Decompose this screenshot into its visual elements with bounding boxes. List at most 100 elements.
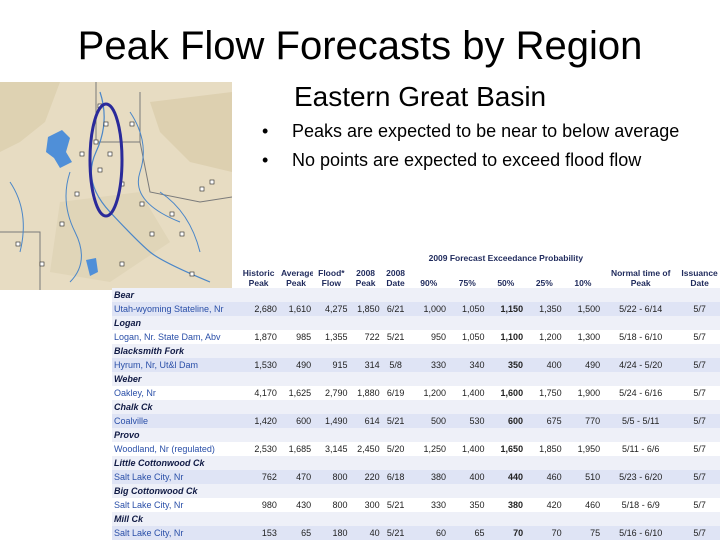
river: [159, 191, 201, 253]
table-cell: 1,850: [539, 444, 562, 454]
table-cell: 6/18: [381, 470, 410, 484]
river: [90, 91, 211, 283]
table-cell: 350: [469, 500, 485, 510]
terrain-shading: [0, 82, 60, 152]
table-row: Hyrum, Nr, Ut&l Dam 1,530 490 915 314 5/8 330 3…: [112, 358, 720, 372]
table-cell: 330: [431, 500, 447, 510]
column-header-row: Historic Peak Average Peak Flood* Flow 2008…: [112, 268, 720, 288]
forecast-point-name: Salt Lake City, Nr: [112, 470, 239, 484]
forecast-point-name: Oakley, Nr: [114, 388, 156, 398]
table-row: Coalville 1,420 600 1,490 614 5/21 500 530 600 67…: [112, 414, 720, 428]
table-cell: 530: [448, 414, 487, 428]
table-cell: 5/22 - 6/14: [602, 302, 680, 316]
table-cell: 1,610: [278, 302, 314, 316]
forecast-table-panel: 2009 Forecast Exceedance Probability His…: [112, 248, 720, 540]
table-cell: 6/19: [386, 388, 405, 398]
table-cell: 1,350: [525, 302, 564, 316]
bullet-item: • Peaks are expected to be near to below …: [262, 120, 702, 143]
table-cell: 1,400: [462, 388, 485, 398]
table-cell: 510: [563, 470, 603, 484]
table-cell: 5/5 - 5/11: [602, 414, 680, 428]
table-cell: 675: [525, 414, 564, 428]
bullet-list: • Peaks are expected to be near to below …: [262, 120, 702, 178]
river-group-row: Provo: [112, 428, 720, 442]
column-header: Issuance Date: [681, 268, 718, 288]
bullet-glyph: •: [262, 121, 269, 141]
bullet-text: No points are expected to exceed flood f…: [292, 150, 642, 170]
river: [65, 171, 82, 283]
table-cell: 5/21: [381, 526, 410, 540]
table-cell: 1,490: [313, 414, 350, 428]
table-cell: 1,850: [349, 302, 382, 316]
river-name: Mill Ck: [112, 512, 720, 526]
forecast-points: [15, 103, 215, 277]
table-cell: 500: [409, 414, 449, 428]
forecast-point-name: Woodland, Nr (regulated): [114, 444, 215, 454]
river-name: Bear: [112, 288, 720, 302]
table-cell: 4,170: [254, 388, 277, 398]
highlight-oval: [88, 102, 124, 218]
table-cell: 330: [409, 358, 449, 372]
table-cell: 1,250: [423, 444, 447, 454]
table-cell: 470: [278, 470, 314, 484]
table-cell: 5/7: [693, 444, 706, 454]
table-cell: 980: [261, 500, 277, 510]
table-cell: 1,400: [462, 444, 485, 454]
forecast-point-name: Logan, Nr. State Dam, Abv: [114, 332, 221, 342]
table-cell: 5/7: [679, 470, 720, 484]
table-row: Logan, Nr. State Dam, Abv 1,870 985 1,355 72…: [112, 330, 720, 344]
river-group-row: Blacksmith Fork: [112, 344, 720, 358]
table-cell: 380: [409, 470, 449, 484]
table-cell: 5/18 - 6/9: [621, 500, 660, 510]
table-cell: 65: [448, 526, 487, 540]
table-cell: 60: [409, 526, 449, 540]
table-cell: 300: [364, 500, 380, 510]
river-group-row: Chalk Ck: [112, 400, 720, 414]
table-cell: 70: [486, 526, 526, 540]
table-cell: 5/16 - 6/10: [602, 526, 680, 540]
table-cell: 1,100: [500, 332, 524, 342]
river: [129, 111, 181, 223]
forecast-point-name: Utah-wyoming Stateline, Nr: [112, 302, 239, 316]
table-row: Salt Lake City, Nr 980 430 800 300 5/21 330 350…: [112, 498, 720, 512]
column-header: 50%: [497, 278, 515, 288]
table-cell: 614: [349, 414, 382, 428]
table-cell: 314: [349, 358, 382, 372]
forecast-point-name: Hyrum, Nr, Ut&l Dam: [112, 358, 239, 372]
river-name: Weber: [112, 372, 720, 386]
table-cell: 4,275: [313, 302, 350, 316]
basin-map: [0, 82, 232, 290]
table-cell: 400: [448, 470, 487, 484]
table-cell: 380: [508, 500, 524, 510]
column-header: 2008 Peak: [355, 268, 376, 288]
table-cell: 5/7: [679, 414, 720, 428]
bullet-text: Peaks are expected to be near to below a…: [292, 121, 680, 141]
table-cell: 5/7: [679, 526, 720, 540]
river: [9, 181, 24, 253]
table-row: Woodland, Nr (regulated) 2,530 1,685 3,145 2…: [112, 442, 720, 456]
table-cell: 1,500: [563, 302, 603, 316]
table-cell: 5/11 - 6/6: [622, 444, 660, 454]
table-cell: 5/21: [381, 414, 410, 428]
great-salt-lake: [46, 130, 72, 168]
terrain-shading: [150, 92, 232, 172]
table-row: Utah-wyoming Stateline, Nr 2,680 1,610 4,27…: [112, 302, 720, 316]
table-cell: 6/21: [381, 302, 410, 316]
table-cell: 722: [364, 332, 380, 342]
forecast-table: 2009 Forecast Exceedance Probability His…: [112, 248, 720, 540]
table-cell: 1,200: [539, 332, 562, 342]
table-cell: 1,870: [254, 332, 277, 342]
river-group-row: Bear: [112, 288, 720, 302]
table-cell: 70: [525, 526, 564, 540]
river-name: Big Cottonwood Ck: [112, 484, 720, 498]
table-cell: 153: [238, 526, 279, 540]
table-cell: 5/18 - 6/10: [619, 332, 663, 342]
terrain-shading: [50, 192, 170, 282]
column-header: 10%: [574, 278, 592, 288]
table-cell: 762: [238, 470, 279, 484]
table-cell: 1,300: [577, 332, 601, 342]
table-cell: 5/7: [693, 388, 706, 398]
river-name: Little Cottonwood Ck: [112, 456, 720, 470]
table-cell: 1,000: [409, 302, 449, 316]
table-cell: 5/24 - 6/16: [619, 388, 663, 398]
